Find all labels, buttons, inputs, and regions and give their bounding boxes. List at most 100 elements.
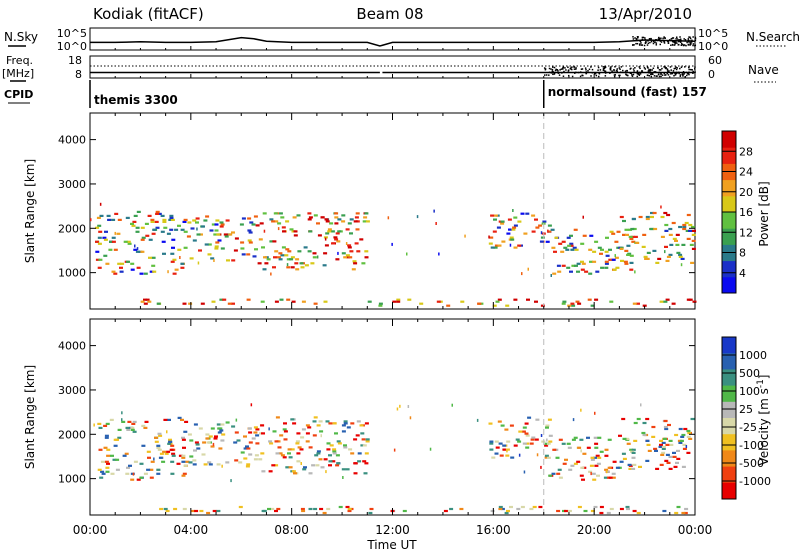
scatter-cell (664, 250, 666, 254)
nave-point (673, 74, 675, 77)
scatter-cell (177, 224, 181, 227)
colorbar-swatch (722, 131, 736, 148)
velocity-colorbar-label-main: Velocity [m s (757, 388, 771, 465)
n-search-point (677, 39, 680, 42)
scatter-cell (308, 230, 313, 233)
scatter-cell (312, 434, 317, 437)
scatter-cell (506, 509, 510, 513)
colorbar-tick-label: 12 (739, 226, 753, 239)
scatter-cell (591, 472, 596, 475)
nave-point (577, 71, 580, 74)
scatter-cell (691, 239, 696, 242)
scatter-cell (604, 266, 609, 269)
scatter-cell (645, 459, 650, 462)
scatter-cell (364, 462, 369, 465)
scatter-cell (267, 507, 271, 511)
colorbar-swatch (722, 369, 736, 387)
nave-point (666, 69, 669, 71)
scatter-cell (343, 444, 347, 447)
scatter-cell (527, 416, 532, 419)
scatter-cell (584, 270, 589, 273)
scatter-cell (504, 428, 509, 431)
scatter-cell (614, 256, 619, 259)
nave-point (637, 72, 640, 74)
scatter-cell (676, 505, 681, 509)
scatter-cell (189, 455, 194, 458)
scatter-cell (275, 416, 280, 419)
scatter-cell (650, 215, 654, 219)
scatter-cell (570, 302, 575, 305)
scatter-cell (247, 217, 252, 220)
scatter-cell (285, 220, 290, 223)
scatter-cell (582, 215, 584, 219)
n-search-point (675, 38, 677, 40)
scatter-cell (574, 264, 578, 267)
scatter-cell (301, 428, 306, 431)
power-panel-frame (89, 112, 696, 310)
scatter-cell (534, 218, 538, 221)
scatter-cell (336, 462, 341, 465)
scatter-cell (325, 470, 327, 474)
scatter-cell (167, 442, 172, 445)
nave-point (579, 75, 582, 78)
scatter-cell (629, 254, 634, 257)
scatter-cell (622, 233, 626, 236)
scatter-cell (396, 298, 401, 301)
scatter-cell (368, 511, 373, 515)
scatter-cell (241, 253, 246, 256)
scatter-cell (130, 478, 135, 481)
scatter-cell (332, 450, 337, 453)
scatter-cell (144, 420, 149, 423)
nave-point (561, 72, 563, 74)
scatter-cell (140, 250, 145, 253)
scatter-cell (352, 260, 357, 263)
scatter-cell (123, 240, 128, 243)
scatter-cell (213, 437, 218, 440)
nave-point (597, 66, 600, 69)
n-search-point (680, 44, 683, 47)
scatter-cell (282, 456, 287, 459)
scatter-cell (678, 255, 683, 258)
scatter-cell (343, 422, 348, 425)
scatter-cell (633, 235, 638, 238)
scatter-cell (497, 244, 502, 247)
nave-point (567, 74, 570, 77)
nave-point (619, 68, 621, 70)
scatter-cell (301, 509, 306, 513)
scatter-cell (308, 446, 313, 449)
scatter-cell (103, 254, 108, 257)
scatter-cell (633, 421, 638, 425)
scatter-cell (678, 427, 683, 431)
scatter-cell (117, 218, 122, 221)
scatter-cell (521, 430, 526, 433)
scatter-cell (332, 448, 337, 451)
scatter-cell (666, 213, 671, 217)
scatter-cell (275, 452, 280, 455)
nave-point (567, 69, 570, 71)
scatter-cell (672, 237, 677, 240)
scatter-cell (488, 242, 493, 245)
scatter-cell (594, 298, 599, 301)
nave-point (639, 71, 641, 74)
scatter-cell (646, 443, 651, 446)
scatter-cell (353, 462, 358, 465)
scatter-cell (359, 424, 364, 427)
n-search-point (659, 43, 662, 46)
colorbar-tick-label: 28 (739, 145, 753, 158)
scatter-cell (304, 264, 309, 267)
scatter-cell (317, 234, 322, 237)
scatter-cell (153, 457, 155, 461)
scatter-cell (508, 228, 512, 231)
n-search-point (684, 38, 687, 41)
scatter-cell (301, 300, 306, 303)
colorbar-swatch (722, 260, 736, 278)
scatter-cell (345, 468, 350, 471)
nave-point (673, 67, 676, 70)
scatter-cell (672, 451, 676, 454)
scatter-cell (531, 214, 536, 217)
scatter-cell (571, 438, 576, 441)
scatter-cell (497, 420, 502, 423)
scatter-cell (253, 458, 258, 461)
scatter-cell (297, 446, 302, 449)
scatter-cell (241, 217, 246, 220)
